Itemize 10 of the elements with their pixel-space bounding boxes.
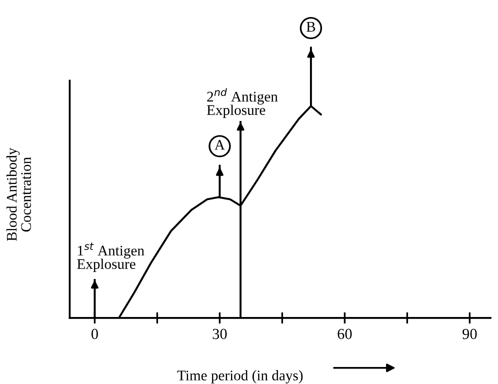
ref-line-label: 1$^{st}$ Antigen Explosure — [77, 242, 144, 272]
y-axis-title: Blood Antibody Cocentration — [6, 148, 31, 241]
x-tick-label: 60 — [338, 328, 352, 340]
x-tick-label: 30 — [212, 328, 227, 340]
annotation: A — [214, 140, 225, 150]
x-tick-label: 0 — [91, 328, 98, 340]
x-tick-label: 90 — [462, 328, 477, 340]
ref-line-label: 2$^{nd}$ Antigen Explosure — [206, 88, 278, 118]
annotation: B — [306, 22, 316, 32]
x-axis-title: Time period (in days) — [177, 370, 303, 384]
